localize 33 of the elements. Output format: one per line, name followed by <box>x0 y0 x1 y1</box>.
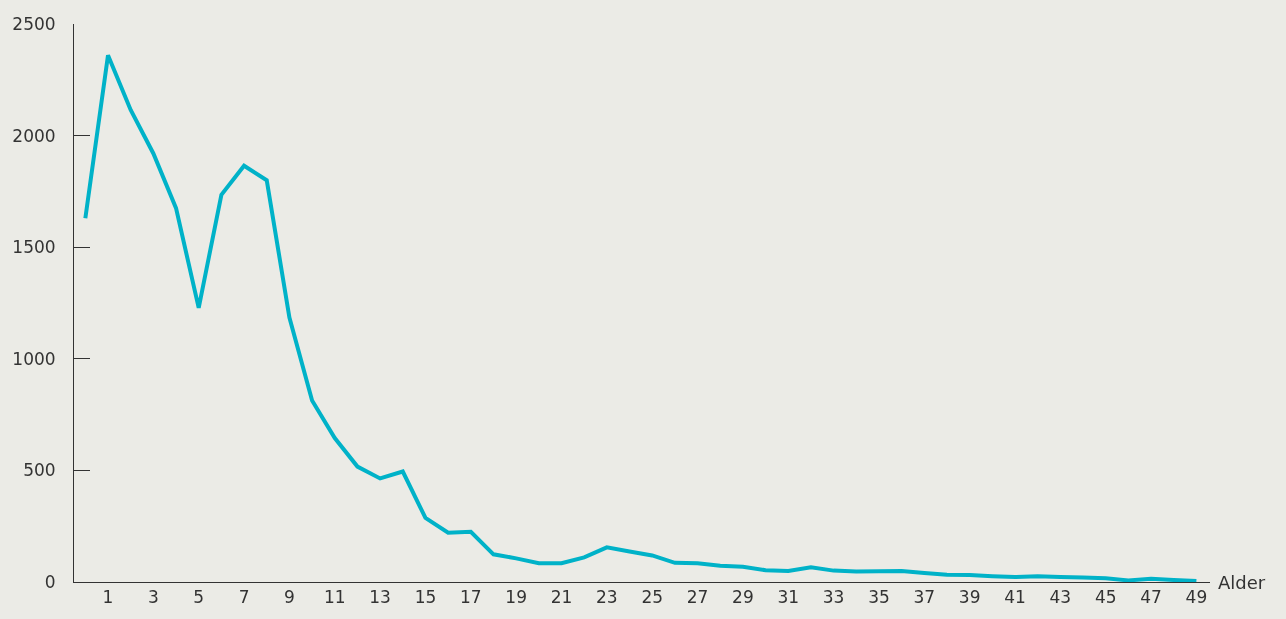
y-tick-label: 2000 <box>12 125 56 146</box>
x-tick-label: 49 <box>1185 587 1208 608</box>
x-axis-title: Alder <box>1218 572 1266 593</box>
x-tick-label: 11 <box>323 587 346 608</box>
x-tick-label: 23 <box>596 587 618 608</box>
x-tick-label: 33 <box>822 587 845 608</box>
x-tick-label: 9 <box>284 587 295 608</box>
y-tick-label: 1000 <box>12 348 56 369</box>
x-tick-label: 41 <box>1004 587 1026 608</box>
x-tick-label: 45 <box>1094 587 1117 608</box>
y-tick-label: 0 <box>44 571 56 592</box>
x-tick-label: 39 <box>958 587 981 608</box>
x-tick-label: 19 <box>505 587 527 608</box>
x-tick-label: 43 <box>1049 587 1072 608</box>
x-tick-label: 13 <box>369 587 391 608</box>
x-tick-label: 17 <box>459 587 482 608</box>
x-tick-label: 25 <box>641 587 664 608</box>
line-series <box>83 53 1199 582</box>
x-tick-label: 27 <box>686 587 709 608</box>
y-tick-label: 2500 <box>12 13 56 34</box>
x-tick-label: 29 <box>732 587 754 608</box>
x-tick-label: 31 <box>777 587 800 608</box>
x-tick-label: 5 <box>193 587 205 608</box>
x-tick-label: 35 <box>868 587 890 608</box>
x-tick-label: 15 <box>414 587 437 608</box>
x-tick-label: 37 <box>913 587 936 608</box>
y-tick-label: 500 <box>23 460 56 481</box>
x-tick-label: 1 <box>102 587 114 608</box>
x-tick-label: 3 <box>147 587 159 608</box>
y-tick-label: 1500 <box>12 237 56 258</box>
x-tick-label: 7 <box>238 587 250 608</box>
x-tick-label: 47 <box>1140 587 1162 608</box>
x-tick-label: 21 <box>550 587 573 608</box>
